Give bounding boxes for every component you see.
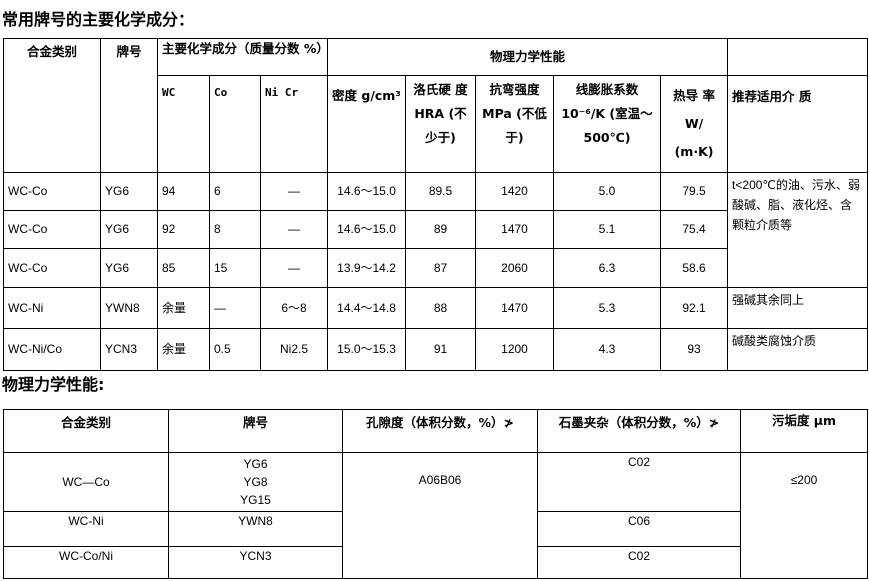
thermal-cell: 92.1: [660, 287, 729, 329]
bending-cell: 1420: [475, 172, 555, 211]
medium-cell: 强碱其余同上: [727, 287, 869, 329]
header-empty: [727, 38, 869, 76]
co-cell: 6: [209, 172, 261, 211]
grade-cell: YG6 YG8 YG15: [168, 452, 343, 512]
alloy-cell: WC-Co: [3, 210, 101, 249]
header-physical-properties: 物理力学性能: [327, 38, 729, 76]
header-graphite: 石墨夹杂（体积分数，%）≯: [537, 409, 741, 453]
alloy-cell: WC—Co: [3, 452, 169, 512]
density-cell: 14.6～15.0: [327, 210, 407, 249]
table-row: WC-Co YG6 92 8—14.6～15.0 89 1470 5.1 75.4: [3, 210, 868, 249]
physical-properties-table: 合金类别 牌号 孔隙度（体积分数，%）≯ 石墨夹杂（体积分数，%）≯ 污垢度 μ…: [3, 409, 868, 579]
nicr-cell: —: [259, 210, 329, 249]
alloy-cell: WC-Ni: [3, 511, 169, 547]
expansion-cell: 5.1: [553, 210, 662, 249]
nicr-cell: —: [259, 248, 329, 288]
nicr-cell: 6～8: [259, 287, 329, 329]
hardness-cell: 89.5: [405, 172, 477, 211]
alloy-cell: WC-Co/Ni: [3, 546, 169, 579]
hardness-cell: 91: [405, 328, 477, 371]
bending-cell: 1470: [475, 210, 555, 249]
porosity-cell: A06B06: [342, 452, 538, 579]
thermal-cell: 75.4: [660, 210, 729, 249]
header-alloy-type: 合金类别: [3, 38, 101, 173]
thermal-cell: 79.5: [660, 172, 729, 211]
graphite-cell: C02: [537, 452, 741, 512]
header-co: Co: [209, 75, 261, 173]
hardness-cell: 88: [405, 287, 477, 329]
medium-cell: t<200℃的油、污水、弱酸碱、脂、液化烃、含颗粒介质等: [727, 172, 869, 288]
expansion-cell: 5.0: [553, 172, 662, 211]
table-row: WC-Ni YWN8 余量 —6～8 14.4～14.8 88 1470 5.3 92.1 强碱其…: [3, 287, 869, 329]
co-cell: 15: [209, 248, 261, 288]
grade-cell: YWN8: [168, 511, 343, 547]
header-bending-strength: 抗弯强度 MPa (不低于): [475, 75, 555, 173]
table-row: WC-Ni/Co YCN3 余量 0.5 Ni2.5 15.0～15.3 91 1200 4.3…: [3, 328, 869, 371]
header-density: 密度 g/cm³: [327, 75, 407, 173]
alloy-cell: WC-Ni/Co: [3, 328, 101, 371]
co-cell: 8: [209, 210, 261, 249]
density-cell: 14.4～14.8: [327, 287, 407, 329]
header-hardness: 洛氏硬 度 HRA (不少于): [405, 75, 477, 173]
bending-cell: 1200: [475, 328, 555, 371]
thermal-cell: 93: [660, 328, 729, 371]
header-chemical-composition: 主要化学成分（质量分数 %）: [156, 38, 329, 76]
graphite-cell: C02: [537, 546, 741, 579]
grade-cell: YCN3: [100, 328, 158, 371]
header-porosity: 孔隙度（体积分数，%）≯: [342, 409, 538, 453]
grade-cell: YG6: [100, 210, 158, 249]
bending-cell: 1470: [475, 287, 555, 329]
chemical-composition-table: 合金类别 牌号 主要化学成分（质量分数 %） 物理力学性能 WC Co Ni C…: [3, 38, 869, 371]
header-thermal-conductivity: 热导 率 W/ (m·K): [660, 75, 729, 173]
bending-cell: 2060: [475, 248, 555, 288]
grade-cell: YG6: [100, 248, 158, 288]
nicr-cell: Ni2.5: [259, 328, 329, 371]
graphite-cell: C06: [537, 511, 741, 547]
wc-cell: 余量: [157, 328, 210, 371]
alloy-cell: WC-Co: [3, 172, 101, 211]
alloy-cell: WC-Co: [3, 248, 101, 288]
grade-cell: YWN8: [100, 287, 158, 329]
fouling-cell: ≤200: [740, 452, 868, 579]
grade-cell: YG6: [100, 172, 158, 211]
table-row: WC-Co YG6 94 6—14.6～15.0 89.5 1420 5.0 79.5 t<20…: [3, 172, 869, 288]
hardness-cell: 87: [405, 248, 477, 288]
header-nicr: Ni Cr: [259, 75, 329, 173]
expansion-cell: 4.3: [553, 328, 662, 371]
section-title-chemical: 常用牌号的主要化学成分：: [2, 10, 195, 29]
header-medium: 推荐适用介 质: [727, 75, 869, 173]
header-expansion: 线膨胀系数 10⁻⁶/K (室温～500℃): [553, 75, 662, 173]
expansion-cell: 5.3: [553, 287, 662, 329]
wc-cell: 余量: [157, 287, 210, 329]
co-cell: —: [209, 287, 261, 329]
medium-cell: 碱酸类腐蚀介质: [727, 328, 869, 371]
wc-cell: 94: [157, 172, 210, 211]
density-cell: 13.9～14.2: [327, 248, 407, 288]
grade-cell: YCN3: [168, 546, 343, 579]
alloy-cell: WC-Ni: [3, 287, 101, 329]
header-wc: WC: [157, 75, 210, 173]
header-grade: 牌号: [100, 38, 158, 173]
thermal-cell: 58.6: [660, 248, 729, 288]
wc-cell: 85: [157, 248, 210, 288]
section-title-physical: 物理力学性能:: [2, 375, 105, 394]
nicr-cell: —: [259, 172, 329, 211]
hardness-cell: 89: [405, 210, 477, 249]
co-cell: 0.5: [209, 328, 261, 371]
header-grade: 牌号: [168, 409, 343, 453]
header-alloy-type: 合金类别: [3, 409, 169, 453]
density-cell: 14.6～15.0: [327, 172, 407, 211]
header-fouling: 污垢度 μm: [740, 409, 868, 453]
density-cell: 15.0～15.3: [327, 328, 407, 371]
expansion-cell: 6.3: [553, 248, 662, 288]
wc-cell: 92: [157, 210, 210, 249]
